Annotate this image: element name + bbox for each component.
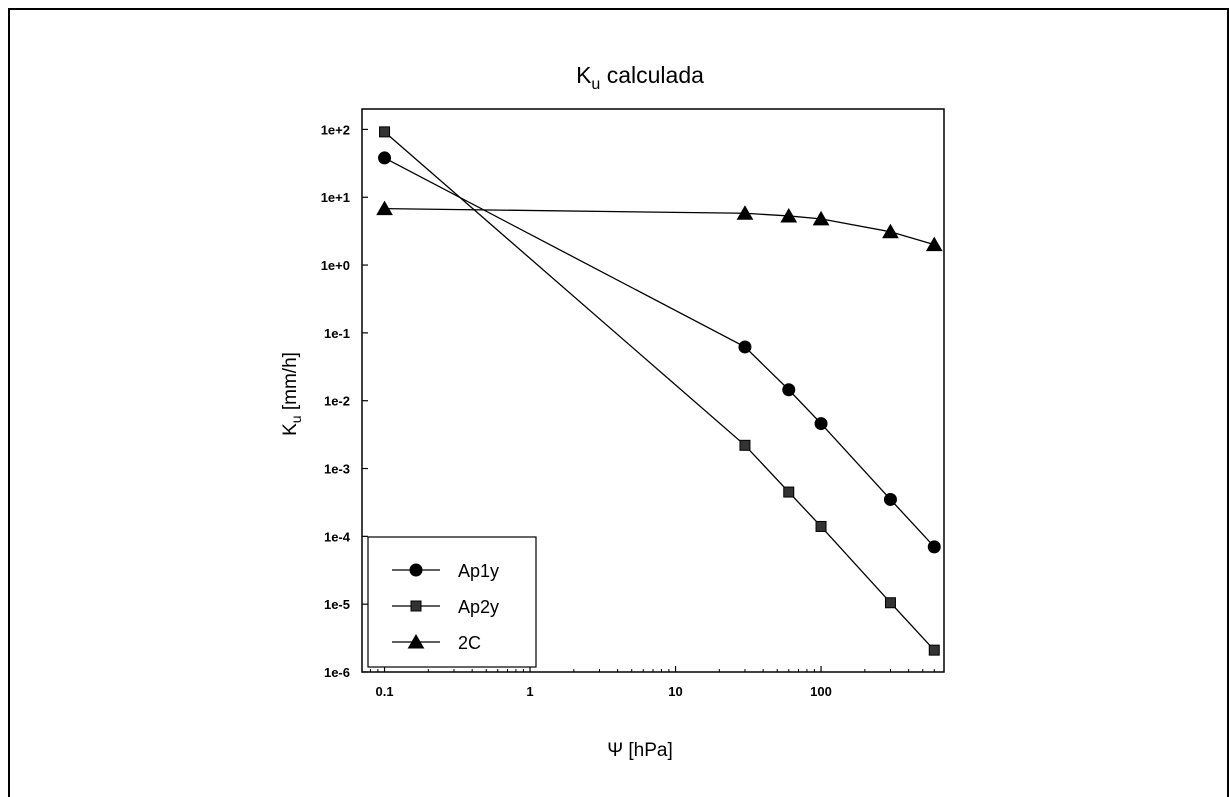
y-tick-label: 1e+2 <box>321 122 350 137</box>
series-line-2c <box>384 207 935 246</box>
data-point-ap2y <box>379 126 391 138</box>
legend-label: Ap1y <box>458 561 499 581</box>
x-tick-label: 0.1 <box>375 684 393 699</box>
y-tick-label: 1e-5 <box>324 597 350 612</box>
data-point-ap1y <box>814 417 828 431</box>
data-point-ap2y <box>884 597 896 609</box>
data-point-2c <box>882 223 899 239</box>
legend-label: Ap2y <box>458 597 499 617</box>
y-tick-label: 1e-3 <box>324 462 350 477</box>
y-axis: 1e+2 1e+1 1e+0 1e-1 1e-2 1e-3 1e-4 1e-5 1e-6 <box>321 122 368 680</box>
y-axis-label: Ku [mm/h] <box>280 352 304 436</box>
y-tick-label: 1e-6 <box>324 665 350 680</box>
series-line-ap1y <box>384 157 935 548</box>
y-tick-label: 1e+0 <box>321 258 350 273</box>
x-tick-label: 100 <box>810 684 832 699</box>
data-point-ap1y <box>378 151 392 165</box>
data-point-2c <box>812 210 830 226</box>
data-point-ap2y <box>739 439 751 451</box>
chart-title-main: K <box>576 62 592 88</box>
data-point-ap2y <box>815 520 827 532</box>
legend-marker-ap2y <box>410 600 422 612</box>
figure-frame <box>8 8 1229 797</box>
chart-title-rest: calculada <box>600 62 704 88</box>
data-point-ap1y <box>738 340 752 354</box>
data-point-2c <box>925 236 943 252</box>
x-axis: 0.1 1 10 100 <box>361 666 945 699</box>
y-axis-label-main: K <box>280 423 301 436</box>
data-point-2c <box>736 205 754 220</box>
y-tick-label: 1e-4 <box>324 529 351 544</box>
data-point-ap1y <box>782 383 796 397</box>
y-axis-label-rest: [mm/h] <box>280 352 301 415</box>
legend-label: 2C <box>458 633 481 653</box>
y-tick-label: 1e-2 <box>324 394 350 409</box>
chart-title-sub: u <box>591 76 600 93</box>
chart-title: Ku calculada <box>576 62 704 93</box>
series-lines <box>384 131 935 651</box>
series-markers <box>376 126 943 656</box>
data-point-ap2y <box>928 644 940 656</box>
x-axis-label: Ψ [hPa] <box>607 740 673 761</box>
legend-box <box>367 536 537 668</box>
data-point-2c <box>780 207 798 223</box>
data-point-ap2y <box>783 486 795 498</box>
legend-marker-2c <box>407 633 425 649</box>
legend: Ap1y Ap2y 2C <box>367 536 537 668</box>
y-axis-label-sub: u <box>288 415 304 423</box>
data-point-2c <box>376 200 393 216</box>
y-tick-label: 1e-1 <box>324 326 350 341</box>
data-point-ap1y <box>883 492 897 506</box>
y-tick-label: 1e+1 <box>321 190 350 205</box>
legend-marker-ap1y <box>409 563 423 577</box>
data-point-ap1y <box>927 540 941 554</box>
x-tick-label: 10 <box>668 684 682 699</box>
series-line-ap2y <box>384 131 935 651</box>
x-tick-label: 1 <box>526 684 533 699</box>
